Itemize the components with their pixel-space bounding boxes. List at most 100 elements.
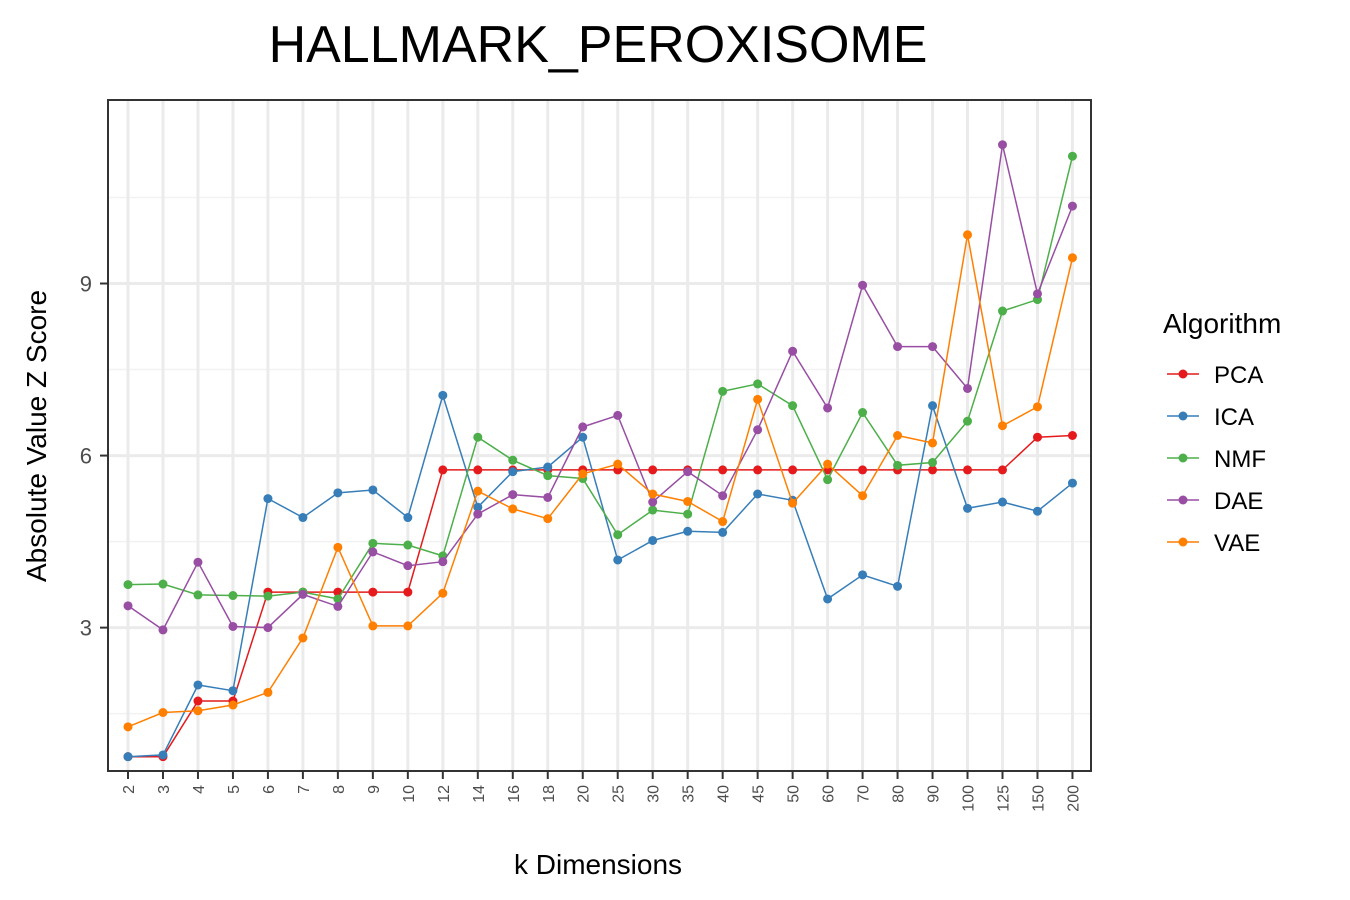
legend-key-point — [1178, 369, 1188, 379]
data-point-vae — [508, 504, 518, 514]
x-tick-label: 3 — [156, 785, 173, 794]
legend-title: Algorithm — [1163, 308, 1281, 339]
plot-background — [108, 100, 1091, 771]
data-point-nmf — [823, 475, 833, 485]
data-point-ica — [683, 526, 693, 536]
data-point-dae — [753, 425, 763, 435]
data-point-ica — [298, 513, 308, 523]
x-tick-label: 35 — [681, 785, 698, 803]
data-point-vae — [823, 459, 833, 469]
legend-label: NMF — [1214, 446, 1266, 473]
data-point-vae — [613, 459, 623, 469]
data-point-nmf — [648, 505, 658, 515]
data-point-vae — [438, 588, 448, 598]
data-point-vae — [543, 514, 553, 524]
data-point-ica — [718, 527, 728, 537]
data-point-nmf — [473, 432, 483, 442]
data-point-dae — [788, 346, 798, 356]
x-tick-label: 16 — [506, 785, 523, 803]
data-point-vae — [998, 421, 1007, 431]
data-point-vae — [158, 708, 168, 718]
data-point-nmf — [1067, 151, 1077, 161]
data-point-pca — [858, 465, 868, 475]
data-point-vae — [1032, 402, 1042, 412]
data-point-dae — [858, 280, 868, 290]
data-point-vae — [473, 486, 483, 496]
data-point-dae — [403, 561, 413, 571]
data-point-ica — [228, 686, 238, 696]
data-point-ica — [613, 555, 623, 565]
data-point-dae — [543, 492, 553, 502]
data-point-nmf — [403, 540, 413, 550]
y-tick-label: 3 — [80, 616, 92, 641]
legend-key-point — [1178, 453, 1188, 463]
data-point-ica — [543, 462, 553, 472]
x-tick-label: 70 — [856, 785, 873, 803]
data-point-dae — [613, 410, 623, 420]
series-line-dae — [127, 144, 1074, 632]
data-point-pca — [1032, 432, 1042, 442]
data-point-nmf — [893, 460, 903, 470]
data-point-nmf — [508, 455, 518, 465]
data-point-pca — [753, 465, 763, 475]
legend-item-vae: VAE — [1167, 530, 1260, 557]
x-axis: 2 3 4 5 6 7 8 9 10 12 14 16 18 20 25 30 35 40 45 50 60 70 80 90… — [121, 771, 1082, 812]
legend-item-ica: ICA — [1167, 404, 1254, 431]
legend-key-point — [1178, 411, 1188, 421]
data-point-pca — [788, 465, 798, 475]
x-tick-label: 2 — [121, 785, 138, 794]
data-point-vae — [963, 230, 973, 240]
legend-item-dae: DAE — [1167, 488, 1263, 515]
data-point-vae — [718, 517, 728, 527]
data-point-dae — [578, 422, 588, 432]
data-point-dae — [333, 601, 343, 611]
data-point-dae — [963, 383, 973, 393]
data-point-vae — [683, 496, 693, 506]
data-point-ica — [823, 594, 833, 604]
data-point-nmf — [123, 580, 133, 590]
data-point-pca — [648, 465, 658, 475]
legend-label: PCA — [1214, 362, 1263, 389]
x-tick-label: 9 — [366, 785, 383, 794]
data-point-ica — [753, 489, 763, 499]
x-tick-label: 5 — [226, 785, 243, 794]
data-point-vae — [648, 489, 658, 499]
data-point-nmf — [228, 591, 238, 601]
data-point-pca — [193, 696, 203, 706]
x-tick-label: 125 — [996, 785, 1013, 812]
x-tick-label: 25 — [611, 785, 628, 803]
x-tick-label: 18 — [541, 785, 558, 803]
data-point-dae — [1032, 289, 1042, 299]
data-point-ica — [928, 401, 938, 411]
data-point-pca — [403, 587, 413, 597]
data-point-nmf — [193, 590, 203, 600]
x-tick-label: 45 — [751, 785, 768, 803]
data-point-dae — [438, 557, 448, 567]
x-tick-label: 60 — [821, 785, 838, 803]
data-point-vae — [788, 498, 798, 508]
data-point-pca — [718, 465, 728, 475]
x-tick-label: 14 — [471, 785, 488, 803]
series-layer — [123, 140, 1077, 762]
x-tick-label: 7 — [296, 785, 313, 794]
data-point-pca — [473, 465, 483, 475]
data-point-ica — [893, 581, 903, 591]
legend-item-pca: PCA — [1167, 362, 1263, 389]
data-point-ica — [263, 494, 273, 504]
data-point-nmf — [543, 471, 553, 481]
data-point-nmf — [613, 530, 623, 540]
data-point-dae — [998, 140, 1007, 150]
data-point-dae — [823, 403, 833, 413]
series-line-nmf — [127, 156, 1074, 600]
data-point-dae — [1067, 201, 1077, 211]
y-tick-label: 9 — [80, 272, 92, 297]
data-point-dae — [508, 490, 518, 500]
chart-title: HALLMARK_PEROXISOME — [269, 16, 928, 74]
x-tick-label: 12 — [436, 785, 453, 803]
data-point-vae — [1067, 253, 1077, 263]
y-axis-title: Absolute Value Z Score — [21, 290, 52, 582]
data-point-pca — [963, 465, 973, 475]
data-point-dae — [893, 342, 903, 352]
data-point-nmf — [858, 408, 868, 418]
